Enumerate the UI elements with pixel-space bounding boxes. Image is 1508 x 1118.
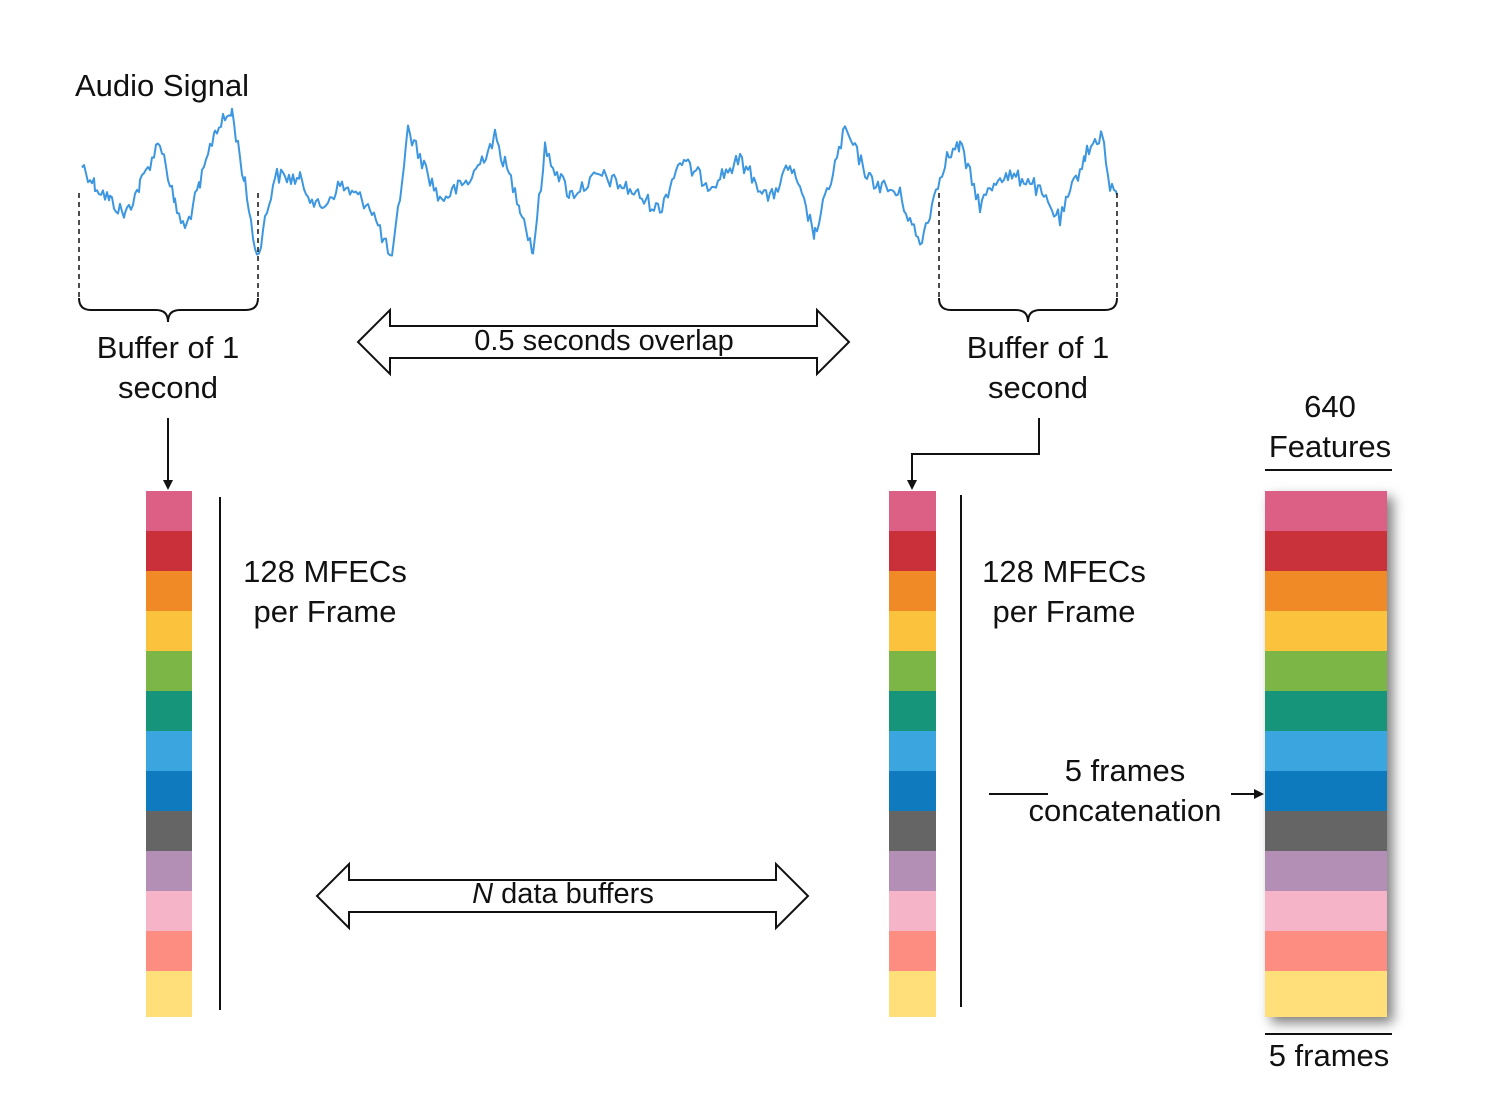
right-mfec-label-line1: 128 MFECs (982, 554, 1146, 589)
left-buffer-label-line2: second (118, 370, 218, 405)
stack-frame-1-cell-6 (1265, 691, 1311, 731)
left-mfec-cell-2 (146, 531, 192, 571)
right-mfec-cell-2 (889, 531, 936, 571)
n-buffers-italic: N (472, 878, 493, 910)
right-buffer-label-line1: Buffer of 1 (967, 330, 1109, 365)
left-buffer-label-line1: Buffer of 1 (97, 330, 239, 365)
left-mfec-cell-5 (146, 651, 192, 691)
stack-frame-1-cell-4 (1265, 611, 1311, 651)
stack-frame-1-cell-9 (1265, 811, 1311, 851)
right-mfec-cell-13 (889, 971, 936, 1017)
n-buffers-rest: data buffers (493, 878, 654, 910)
stack-frame-1-cell-12 (1265, 931, 1311, 971)
left-mfec-cell-4 (146, 611, 192, 651)
right-buffer-bracket (938, 193, 1118, 323)
overlap-double-arrow (356, 307, 851, 377)
stack-frame-1-cell-8 (1265, 771, 1311, 811)
left-mfec-cell-11 (146, 891, 192, 931)
left-mfec-column (146, 491, 192, 1017)
left-mfec-cell-3 (146, 571, 192, 611)
stack-frame-1-cell-2 (1265, 531, 1311, 571)
right-mfec-column (889, 491, 936, 1017)
right-mfec-cell-6 (889, 691, 936, 731)
concat-label-line2: concatenation (1028, 793, 1221, 828)
stack-frame-1-cell-7 (1265, 731, 1311, 771)
audio-waveform (81, 107, 1118, 257)
left-mfec-cell-9 (146, 811, 192, 851)
right-buffer-arrow (907, 418, 1040, 490)
right-mfec-cell-3 (889, 571, 936, 611)
stack-frame-1-cell-13 (1265, 971, 1311, 1017)
left-mfec-cell-7 (146, 731, 192, 771)
left-buffer-bracket (78, 193, 259, 323)
features-label: Features (1269, 429, 1391, 464)
frames-bottom-label: 5 frames (1269, 1038, 1390, 1073)
right-mfec-cell-9 (889, 811, 936, 851)
left-mfec-label-line2: per Frame (254, 594, 397, 629)
stack-frame-1 (1265, 491, 1311, 1017)
left-mfec-cell-13 (146, 971, 192, 1017)
left-mfec-cell-10 (146, 851, 192, 891)
right-mfec-cell-8 (889, 771, 936, 811)
right-mfec-cell-1 (889, 491, 936, 531)
left-mfec-cell-6 (146, 691, 192, 731)
stack-frame-1-cell-5 (1265, 651, 1311, 691)
right-mfec-cell-5 (889, 651, 936, 691)
audio-signal-title: Audio Signal (75, 68, 249, 103)
concatenated-frames-stack (1265, 491, 1387, 1017)
n-buffers-double-arrow (315, 861, 810, 931)
overlap-label: 0.5 seconds overlap (474, 325, 734, 357)
right-mfec-cell-7 (889, 731, 936, 771)
n-buffers-label: N data buffers (472, 878, 654, 910)
concat-label-line1: 5 frames (1065, 753, 1186, 788)
right-mfec-cell-4 (889, 611, 936, 651)
right-mfec-label-line2: per Frame (993, 594, 1136, 629)
right-mfec-cell-10 (889, 851, 936, 891)
left-mfec-cell-12 (146, 931, 192, 971)
left-mfec-cell-8 (146, 771, 192, 811)
left-mfec-cell-1 (146, 491, 192, 531)
right-mfec-cell-11 (889, 891, 936, 931)
features-count-label: 640 (1304, 389, 1356, 424)
stack-frame-1-cell-11 (1265, 891, 1311, 931)
stack-frame-1-cell-10 (1265, 851, 1311, 891)
stack-frame-1-cell-1 (1265, 491, 1311, 531)
stack-frame-1-cell-3 (1265, 571, 1311, 611)
right-buffer-label-line2: second (988, 370, 1088, 405)
right-mfec-cell-12 (889, 931, 936, 971)
left-mfec-label-line1: 128 MFECs (243, 554, 407, 589)
